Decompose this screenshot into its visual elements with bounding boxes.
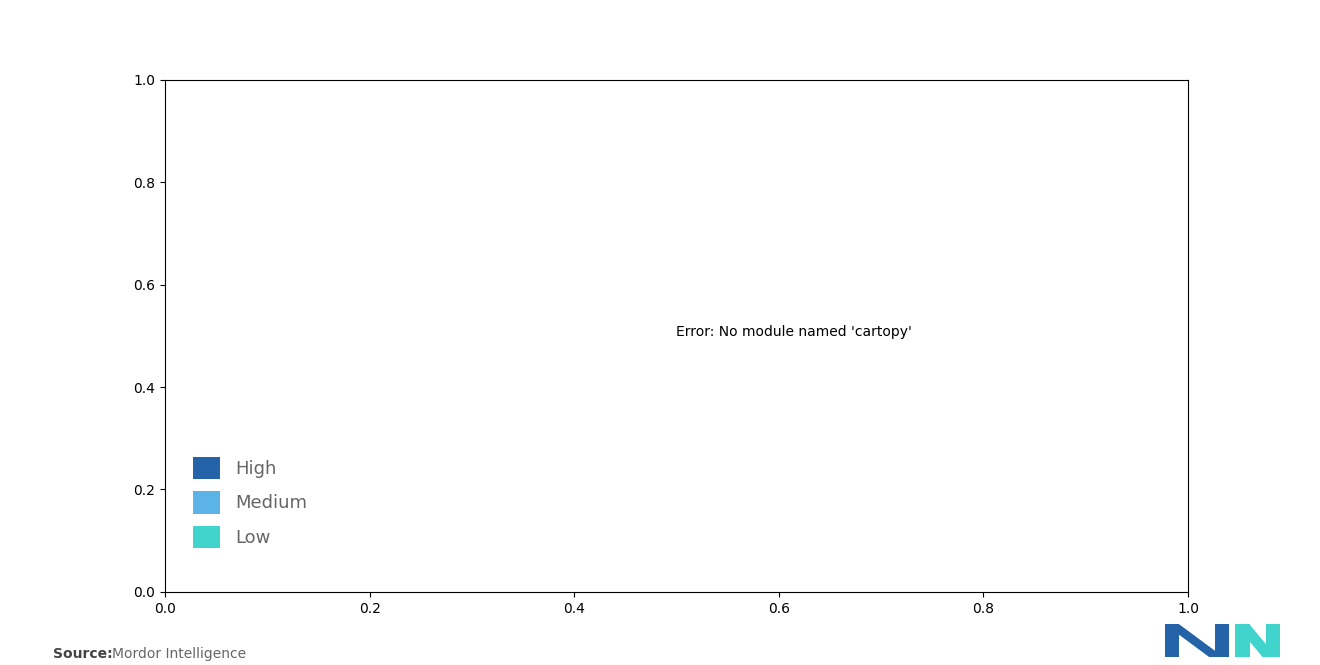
Polygon shape [1236,624,1250,657]
Polygon shape [1166,624,1179,657]
Polygon shape [1166,624,1224,657]
Polygon shape [1236,624,1276,657]
Legend: High, Medium, Low: High, Medium, Low [185,448,315,557]
Polygon shape [1214,624,1229,657]
Text: Source:: Source: [53,647,117,662]
Text: Mordor Intelligence: Mordor Intelligence [112,647,247,662]
Polygon shape [1266,624,1280,657]
Text: Error: No module named 'cartopy': Error: No module named 'cartopy' [676,325,912,339]
